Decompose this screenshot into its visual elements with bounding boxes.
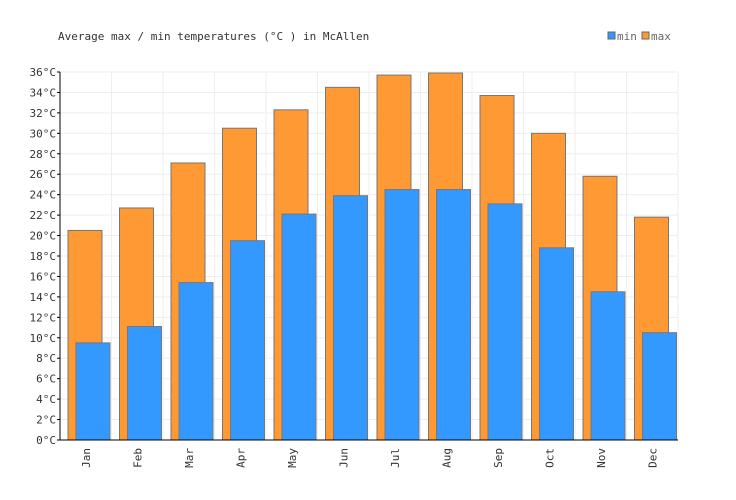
legend-swatch-min: [607, 31, 616, 40]
bar-min-feb: [127, 326, 162, 441]
x-tick-label: Mar: [183, 448, 196, 468]
x-tick-label: Jan: [80, 448, 93, 468]
y-tick-label: 0°C: [36, 434, 56, 447]
bar-min-apr: [230, 240, 265, 441]
legend-label-max: max: [651, 30, 671, 43]
y-tick-label: 10°C: [30, 332, 57, 345]
legend-label-min: min: [617, 30, 637, 43]
bar-min-aug: [436, 189, 471, 441]
x-tick-label: Nov: [595, 448, 608, 468]
y-tick-label: 32°C: [30, 107, 57, 120]
y-tick-label: 22°C: [30, 209, 57, 222]
y-tick-label: 16°C: [30, 270, 57, 283]
x-tick-label: Jun: [337, 448, 350, 468]
grid: [60, 71, 679, 441]
x-tick-label: Apr: [234, 448, 247, 468]
y-tick-label: 2°C: [36, 414, 56, 427]
chart-title: Average max / min temperatures (°C ) in …: [58, 30, 369, 43]
bar-min-jan: [75, 342, 111, 441]
y-tick-label: 20°C: [30, 230, 57, 243]
x-tick-label: Feb: [131, 448, 144, 468]
y-tick-label: 6°C: [36, 373, 56, 386]
bar-min-may: [281, 213, 317, 441]
y-tick-label: 28°C: [30, 148, 57, 161]
bar-min-dec: [642, 332, 677, 441]
y-tick-label: 30°C: [30, 127, 57, 140]
y-tick-label: 34°C: [30, 86, 57, 99]
axes: 0°C 2°C 4°C 6°C 8°C 10°C 12°C 14°C 16°C 18°C 20°C 2…: [30, 66, 678, 468]
x-tick-label: Dec: [646, 448, 659, 468]
y-tick-label: 26°C: [30, 168, 57, 181]
y-tick-label: 8°C: [36, 352, 56, 365]
y-tick-label: 36°C: [30, 66, 57, 79]
bar-min-sep: [487, 203, 523, 441]
bar-min-oct: [539, 247, 574, 441]
legend-swatch-max: [641, 31, 650, 40]
legend: min max: [607, 30, 671, 43]
y-tick-label: 24°C: [30, 189, 57, 202]
bar-min-jul: [384, 189, 420, 441]
y-tick-label: 4°C: [36, 393, 56, 406]
bar-min-jun: [333, 195, 368, 441]
y-tick-label: 12°C: [30, 311, 57, 324]
y-tick-label: 18°C: [30, 250, 57, 263]
x-tick-label: Aug: [440, 448, 453, 468]
x-tick-label: Oct: [543, 448, 556, 468]
x-tick-label: May: [286, 448, 299, 468]
bars: [67, 72, 677, 441]
bar-min-nov: [590, 291, 626, 441]
x-tick-label: Jul: [389, 448, 402, 468]
bar-min-mar: [178, 282, 214, 441]
x-tick-label: Sep: [492, 448, 505, 468]
y-tick-label: 14°C: [30, 291, 57, 304]
